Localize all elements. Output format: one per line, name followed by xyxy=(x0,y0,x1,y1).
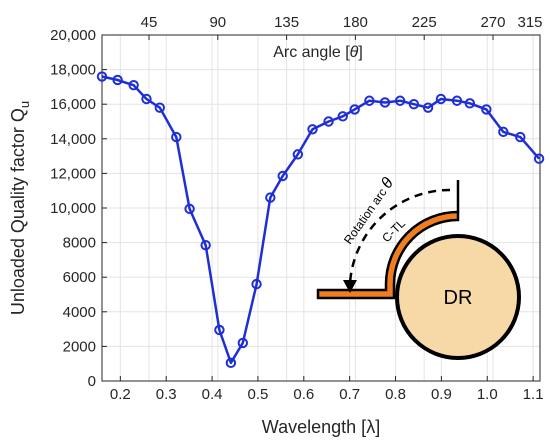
data-point xyxy=(464,98,476,109)
top-tick-label: 270 xyxy=(480,14,505,31)
data-point xyxy=(171,131,182,143)
x-tick-label: 0.6 xyxy=(293,386,314,403)
data-point xyxy=(154,102,165,113)
y-tick-label: 8000 xyxy=(63,235,96,252)
data-point xyxy=(277,170,288,182)
x-tick-label: 1.1 xyxy=(523,386,544,403)
y-tick-label: 0 xyxy=(88,373,96,390)
data-point xyxy=(265,192,276,203)
data-point xyxy=(379,97,391,108)
x-tick-label: 0.8 xyxy=(385,386,406,403)
top-axis-label: Arc angle [θ] xyxy=(273,44,363,61)
y-axis-label: Unloaded Quality factor Qu xyxy=(8,101,32,315)
y-tick-label: 20,000 xyxy=(50,27,96,44)
top-tick-label: 90 xyxy=(209,14,226,31)
data-point xyxy=(96,71,108,82)
data-point xyxy=(394,95,406,106)
data-point xyxy=(533,153,545,164)
y-tick-label: 18,000 xyxy=(50,62,96,79)
data-point xyxy=(141,93,152,105)
data-point xyxy=(214,324,225,336)
y-tick-label: 2000 xyxy=(63,338,96,355)
y-tick-label: 6000 xyxy=(63,269,96,286)
data-point xyxy=(408,99,420,110)
data-point xyxy=(112,74,123,86)
dielectric-resonator xyxy=(395,234,521,360)
x-axis-label: Wavelength [λ] xyxy=(262,417,380,437)
data-point xyxy=(349,104,360,115)
data-point xyxy=(200,239,211,251)
data-point xyxy=(237,337,249,349)
data-point xyxy=(451,95,463,106)
inset-schematic: DR Rotation arcθ C-TL xyxy=(316,175,521,360)
x-tick-label: 0.2 xyxy=(110,386,131,403)
data-point xyxy=(337,111,348,122)
data-point xyxy=(251,278,262,290)
x-tick-label: 0.9 xyxy=(431,386,452,403)
data-point xyxy=(128,79,139,91)
x-tick-label: 0.3 xyxy=(156,386,177,403)
series-line xyxy=(101,75,541,365)
data-point xyxy=(307,124,318,135)
dr-label: DR xyxy=(444,287,473,309)
top-tick-label: 225 xyxy=(412,14,437,31)
top-tick-label: 315 xyxy=(517,14,542,31)
ticks: 0.2 0.3 0.4 0.5 0.6 0.7 0.8 0.9 1.0 1.1 45 90 135 180… xyxy=(50,14,543,403)
data-point xyxy=(498,126,509,138)
data-point xyxy=(184,203,195,215)
series-layer xyxy=(96,71,545,369)
data-point xyxy=(515,131,526,143)
data-point xyxy=(422,102,434,113)
top-tick-label: 135 xyxy=(274,14,299,31)
y-tick-label: 12,000 xyxy=(50,165,96,182)
rotation-arc xyxy=(348,188,451,284)
x-tick-label: 0.4 xyxy=(202,386,223,403)
x-tick-label: 0.7 xyxy=(339,386,360,403)
data-point xyxy=(435,93,447,105)
x-tick-label: 0.5 xyxy=(248,386,269,403)
grid xyxy=(102,34,540,382)
data-point xyxy=(323,116,334,127)
ctl-strip xyxy=(316,210,460,300)
y-tick-label: 16,000 xyxy=(50,96,96,113)
data-point xyxy=(364,95,375,106)
data-point xyxy=(481,104,492,115)
top-tick-label: 45 xyxy=(141,14,158,31)
x-tick-label: 1.0 xyxy=(477,386,498,403)
data-point xyxy=(225,357,237,369)
y-tick-label: 4000 xyxy=(63,304,96,321)
y-tick-label: 14,000 xyxy=(50,131,96,148)
top-tick-label: 180 xyxy=(343,14,368,31)
data-point xyxy=(292,149,304,160)
y-tick-label: 10,000 xyxy=(50,200,96,217)
rotation-arrowhead xyxy=(343,280,357,293)
